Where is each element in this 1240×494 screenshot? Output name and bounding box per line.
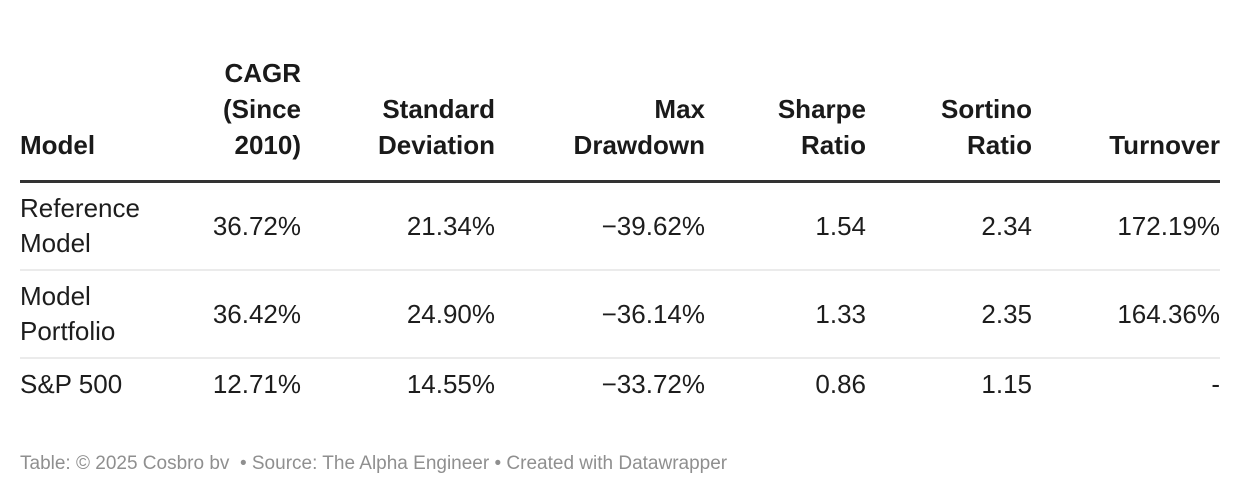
header-label: Standard (382, 94, 495, 124)
cell-max-drawdown: −33.72% (495, 357, 705, 410)
header-label: Max (654, 94, 705, 124)
table-container: Model CAGR (Since 2010) Standard Deviati… (20, 55, 1220, 474)
header-cell-max-drawdown: Max Drawdown (495, 55, 705, 183)
cell-sortino-ratio: 2.34 (981, 210, 1032, 241)
cell-standard-deviation: 21.34% (406, 210, 495, 241)
header-label: 2010) (234, 130, 302, 160)
cell-cagr: 36.42% (180, 269, 301, 358)
cell-sharpe-ratio: 0.86 (705, 357, 866, 410)
header-label: (Since (222, 94, 301, 124)
cell-max-drawdown: −36.14% (495, 269, 705, 358)
header-label: Drawdown (573, 130, 705, 160)
cell-turnover: - (1032, 357, 1220, 410)
cell-turnover: 172.19% (1117, 210, 1220, 241)
header-label: Turnover (1109, 130, 1220, 160)
cell-standard-deviation: 14.55% (301, 357, 495, 410)
cell-max-drawdown: −39.62% (601, 210, 705, 241)
cell-sharpe-ratio: 1.33 (705, 269, 866, 358)
cell-sharpe-ratio: 1.54 (815, 210, 866, 241)
header-label: Sortino (941, 94, 1032, 124)
table-row-sp500: S&P 500 12.71% 14.55% −33.72% 0.86 1.15 … (20, 357, 1220, 410)
header-cell-cagr: CAGR (Since 2010) (180, 55, 302, 183)
table-row-model-portfolio: Model Portfolio 36.42% 24.90% −36.14% 1.… (20, 269, 1220, 358)
header-cell-turnover: Turnover (1032, 55, 1220, 183)
table-row-reference-model: Reference Model 36.72% 21.34% −39.62% 1.… (20, 182, 1220, 271)
cell-turnover: 164.36% (1032, 269, 1220, 358)
table-attribution-footer: Table: © 2025 Cosbro bv • Source: The Al… (20, 453, 728, 474)
header-row: Model CAGR (Since 2010) Standard Deviati… (20, 55, 1220, 183)
header-label: Ratio (801, 130, 866, 160)
cell-standard-deviation: 24.90% (301, 269, 495, 358)
header-cell-model: Model (20, 55, 180, 183)
header-label: Sharpe (777, 94, 866, 124)
header-label: Ratio (967, 130, 1032, 160)
header-label: Deviation (377, 130, 495, 160)
cell-cagr: 36.72% (212, 210, 301, 241)
cell-cagr: 12.71% (180, 357, 301, 410)
cell-model-name: S&P 500 (20, 357, 180, 410)
header-cell-sortino-ratio: Sortino Ratio (866, 55, 1032, 183)
header-cell-sharpe-ratio: Sharpe Ratio (705, 55, 866, 183)
header-cell-standard-deviation: Standard Deviation (301, 55, 495, 183)
header-label: Model (20, 130, 96, 160)
header-label: CAGR (224, 58, 301, 88)
cell-model-name: Model Portfolio (20, 269, 180, 358)
model-stats-table: Model CAGR (Since 2010) Standard Deviati… (20, 55, 1220, 410)
cell-sortino-ratio: 1.15 (866, 357, 1032, 410)
cell-sortino-ratio: 2.35 (866, 269, 1032, 358)
cell-model-name: Reference Model (20, 193, 140, 258)
